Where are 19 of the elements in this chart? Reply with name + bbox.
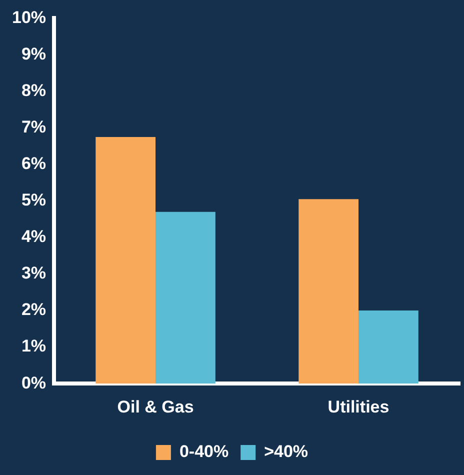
legend-label: >40% [264, 442, 308, 462]
y-tick-label: 5% [21, 190, 46, 210]
y-tick-label: 4% [21, 227, 46, 246]
y-tick-label: 8% [21, 80, 46, 100]
bar [298, 199, 359, 384]
y-tick-label: 6% [21, 154, 46, 174]
y-tick-label: 3% [21, 264, 46, 283]
bar [156, 212, 216, 384]
x-tick-label: Oil & Gas [117, 397, 194, 416]
y-tick-label: 2% [21, 300, 46, 320]
y-tick-label: 0% [21, 373, 46, 392]
bar [358, 310, 418, 384]
y-tick-label: 1% [21, 336, 46, 356]
y-tick-label: 10% [12, 8, 46, 27]
y-tick-label: 9% [21, 44, 46, 64]
legend-label: 0-40% [179, 442, 229, 462]
x-tick-label: Utilities [328, 397, 390, 416]
bar [96, 136, 156, 384]
y-tick-label: 7% [21, 118, 46, 137]
